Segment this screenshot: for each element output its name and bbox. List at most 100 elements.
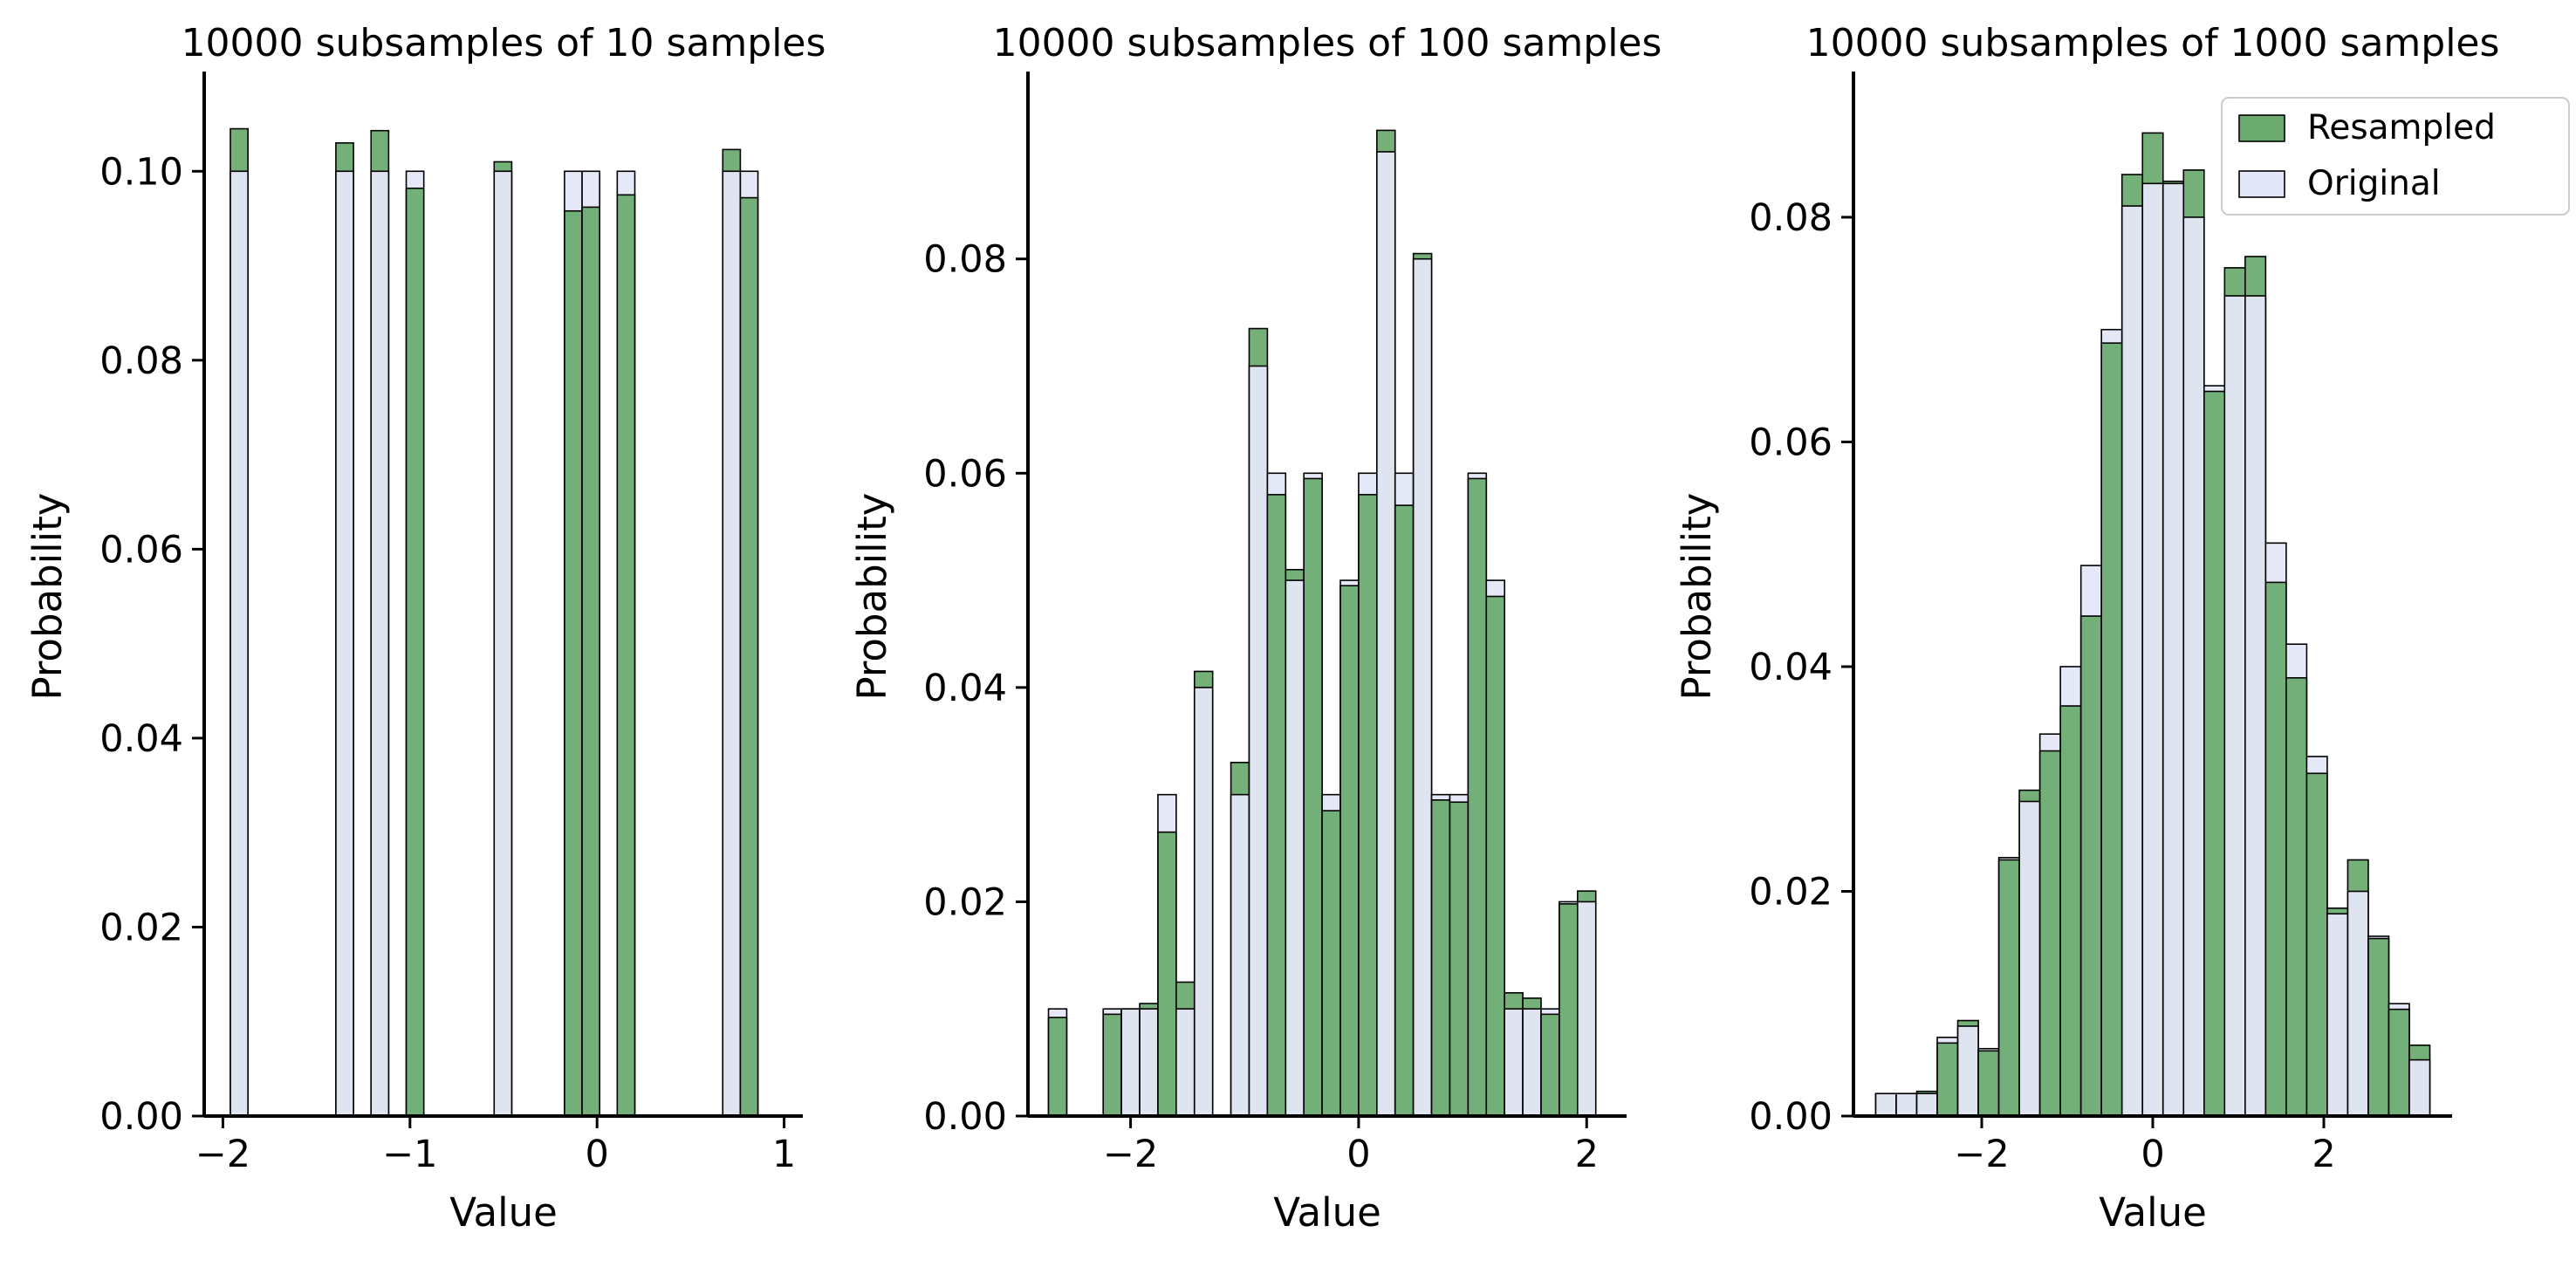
- resampled-bar: [1485, 595, 1505, 1117]
- y-axis-label: Probability: [24, 493, 71, 701]
- y-tick-label: 0.08: [1749, 196, 1833, 240]
- y-tick-label: 0.02: [923, 880, 1007, 924]
- y-tick-label: 0.04: [923, 667, 1007, 710]
- original-bar: [2018, 800, 2041, 1117]
- y-tick-label: 0.06: [923, 452, 1007, 496]
- original-bar: [335, 170, 354, 1117]
- resampled-bar: [1977, 1050, 2000, 1117]
- original-bar: [2120, 205, 2144, 1117]
- original-bar: [1522, 1008, 1542, 1117]
- histogram-panel-2: 0.00 0.02 0.04 0.06 0.08 −2 0 2 Value Probability…: [849, 21, 1661, 1236]
- y-tick-label: 0.00: [99, 1095, 183, 1139]
- resampled-bar: [1303, 477, 1323, 1117]
- original-bar: [2182, 216, 2205, 1117]
- resampled-bar: [2203, 390, 2226, 1117]
- x-tick-label: 0: [2141, 1133, 2164, 1176]
- original-bar: [2162, 182, 2185, 1117]
- x-tick-label: −1: [382, 1133, 437, 1176]
- original-bar: [2326, 913, 2349, 1117]
- legend-label: Original: [2307, 164, 2441, 203]
- resampled-bar: [1559, 903, 1579, 1117]
- original-bar: [1915, 1092, 1938, 1117]
- bars: [1047, 129, 1597, 1117]
- y-tick-label: 0.04: [1749, 646, 1833, 689]
- y-axis-label: Probability: [849, 493, 895, 701]
- original-bar: [1175, 1008, 1196, 1117]
- x-tick-label: −2: [1954, 1133, 2009, 1176]
- y-tick-label: 0.08: [923, 238, 1007, 282]
- x-tick-label: −2: [1103, 1133, 1158, 1176]
- resampled-bar: [739, 196, 759, 1117]
- panel-title: 10000 subsamples of 100 samples: [993, 21, 1662, 65]
- original-bar: [1874, 1092, 1897, 1117]
- x-axis-label: Value: [449, 1189, 558, 1236]
- resampled-bar: [2079, 615, 2102, 1117]
- resampled-bar: [2100, 342, 2123, 1117]
- original-bar: [1504, 1008, 1524, 1117]
- original-bar: [230, 170, 249, 1117]
- resampled-bar: [1394, 504, 1415, 1117]
- resampled-bar: [564, 209, 583, 1117]
- resampled-bar: [2285, 677, 2308, 1117]
- bars: [230, 127, 759, 1117]
- original-bar: [2346, 890, 2369, 1117]
- original-bar: [1412, 257, 1433, 1117]
- resampled-bar: [1339, 585, 1360, 1117]
- original-bar: [1376, 151, 1396, 1117]
- original-bar: [1956, 1025, 1979, 1117]
- legend-frame: [2221, 97, 2570, 216]
- legend-label: Resampled: [2307, 108, 2496, 147]
- x-tick-label: 1: [772, 1133, 796, 1176]
- resampled-bar: [2038, 750, 2061, 1117]
- histogram-panel-1: 0.00 0.02 0.04 0.06 0.08 0.10 −2 −1 0 1 Value Proba…: [24, 21, 826, 1236]
- resampled-bar: [1321, 810, 1341, 1117]
- panel-title: 10000 subsamples of 1000 samples: [1806, 21, 2500, 65]
- resampled-bar: [1266, 494, 1287, 1117]
- y-tick-label: 0.04: [99, 717, 183, 761]
- original-bar: [2244, 295, 2267, 1117]
- resampled-bar: [1467, 477, 1488, 1117]
- bars: [1874, 132, 2431, 1117]
- resampled-bar: [405, 187, 425, 1117]
- y-tick-label: 0.06: [1749, 421, 1833, 464]
- histogram-panel-3: 0.00 0.02 0.04 0.06 0.08 −2 0 2 Value Probability…: [1674, 21, 2499, 1236]
- y-tick-label: 0.02: [1749, 870, 1833, 914]
- resampled-bar: [1157, 831, 1177, 1117]
- x-tick-label: 0: [1346, 1133, 1370, 1176]
- x-axis-label: Value: [2099, 1189, 2207, 1236]
- resampled-bar: [1047, 1017, 1068, 1117]
- y-tick-label: 0.00: [923, 1095, 1007, 1139]
- x-tick-label: 2: [2312, 1133, 2335, 1176]
- resampled-bar: [581, 206, 600, 1117]
- original-bar: [1193, 687, 1214, 1117]
- y-tick-label: 0.00: [1749, 1095, 1833, 1139]
- resampled-bar: [2264, 581, 2287, 1117]
- y-tick-label: 0.08: [99, 339, 183, 383]
- y-axis-label: Probability: [1674, 493, 1720, 701]
- original-bar: [2223, 295, 2246, 1117]
- original-bar: [370, 170, 390, 1117]
- resampled-bar: [616, 194, 636, 1117]
- original-bar: [1230, 793, 1250, 1117]
- legend: Resampled Original: [2221, 97, 2570, 216]
- resampled-bar: [2388, 1008, 2410, 1117]
- original-bar: [1577, 901, 1597, 1117]
- resampled-bar: [1449, 801, 1470, 1117]
- resampled-bar: [1997, 859, 2020, 1117]
- resampled-bar: [1102, 1013, 1122, 1117]
- y-tick-label: 0.02: [99, 906, 183, 949]
- original-bar: [1120, 1008, 1141, 1117]
- resampled-bar: [2059, 705, 2082, 1117]
- resampled-bar: [1430, 798, 1451, 1117]
- resampled-bar: [2305, 772, 2328, 1117]
- resampled-bar: [1540, 1013, 1560, 1117]
- x-tick-label: 2: [1575, 1133, 1599, 1176]
- y-tick-label: 0.06: [99, 528, 183, 572]
- x-tick-label: −2: [195, 1133, 250, 1176]
- original-bar: [493, 170, 513, 1117]
- original-bar: [722, 170, 742, 1117]
- resampled-bar: [1358, 494, 1378, 1117]
- x-axis-label: Value: [1273, 1189, 1381, 1236]
- panel-title: 10000 subsamples of 10 samples: [182, 21, 826, 65]
